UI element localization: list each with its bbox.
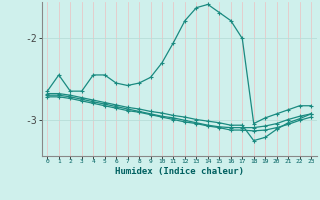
X-axis label: Humidex (Indice chaleur): Humidex (Indice chaleur) — [115, 167, 244, 176]
